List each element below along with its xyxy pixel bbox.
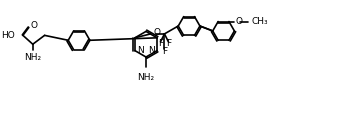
Text: O: O xyxy=(31,21,38,30)
Text: N: N xyxy=(148,46,155,55)
Text: F: F xyxy=(166,39,171,48)
Text: CH₃: CH₃ xyxy=(252,17,268,26)
Text: O: O xyxy=(236,17,243,26)
Text: N: N xyxy=(137,46,143,55)
Text: HO: HO xyxy=(1,31,15,40)
Text: NH₂: NH₂ xyxy=(24,53,41,62)
Text: F: F xyxy=(162,47,167,56)
Text: NH₂: NH₂ xyxy=(137,73,155,82)
Text: O: O xyxy=(154,28,160,37)
Text: F: F xyxy=(158,39,163,48)
